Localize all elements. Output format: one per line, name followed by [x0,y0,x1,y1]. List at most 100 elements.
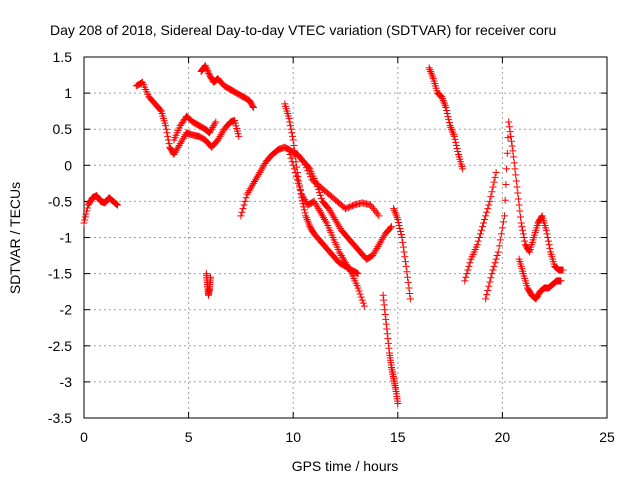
data-point [482,212,490,220]
data-point [405,284,413,292]
data-point [293,163,301,171]
data-point [298,197,306,205]
data-point [397,230,405,238]
data-point [311,199,319,207]
y-tick-label: 1 [64,85,72,101]
data-point [250,178,258,186]
data-point [332,217,340,225]
data-point [480,219,488,227]
data-point [542,226,550,234]
data-point [505,123,513,131]
data-point [485,201,493,209]
data-point [495,242,503,250]
data-point [447,125,455,133]
data-point [216,132,224,140]
data-point [301,209,309,217]
data-point [496,236,504,244]
data-point [464,266,472,274]
data-point [484,286,492,294]
data-point [510,153,518,161]
data-point [301,161,309,169]
data-point [512,177,520,185]
data-point [244,188,252,196]
data-point [451,135,459,143]
data-point [246,185,254,193]
data-point [305,221,313,229]
data-point [380,301,388,309]
data-point [210,122,218,130]
data-point [175,141,183,149]
data-point [335,248,343,256]
data-point [449,129,457,137]
data-point [463,270,471,278]
data-point [316,191,324,199]
data-point [204,68,212,76]
data-point [512,171,520,179]
data-point [427,69,435,77]
data-point [543,230,551,238]
data-point [474,237,482,245]
data-point [488,270,496,278]
data-point [396,224,404,232]
data-point [392,212,400,220]
data-point [322,217,330,225]
data-point [303,215,311,223]
data-point [438,95,446,103]
data-point [368,203,376,211]
data-point [489,266,497,274]
data-point [537,213,545,221]
data-point [302,214,310,222]
data-point [481,215,489,223]
data-point [403,268,411,276]
data-point [304,167,312,175]
y-tick-label: 0.5 [53,121,73,137]
data-point [207,127,215,135]
data-point [212,118,220,126]
data-point [334,221,342,229]
data-point [477,226,485,234]
data-point [177,138,185,146]
data-point [80,219,88,227]
data-point [203,65,211,73]
data-point [492,169,500,177]
data-point [293,169,301,177]
y-tick-label: -1.5 [48,266,72,282]
data-point [517,213,525,221]
data-point [339,255,347,263]
data-point [174,143,182,151]
data-point [394,218,402,226]
data-point [327,208,335,216]
data-point [288,129,296,137]
data-point [201,62,209,70]
data-point [209,123,217,131]
data-point [382,320,390,328]
data-point [290,141,298,149]
data-point [503,165,511,173]
data-point [519,226,527,234]
data-point [557,277,565,285]
data-point [442,104,450,112]
data-point [499,218,507,226]
data-point [367,201,375,209]
data-point [315,206,323,214]
data-point [452,138,460,146]
data-point [336,250,344,258]
data-point [178,136,186,144]
data-point [326,206,334,214]
data-point [83,204,91,212]
data-point [206,129,214,137]
data-point [507,132,515,140]
data-point [384,335,392,343]
data-point [163,129,171,137]
y-tick-label: 1.5 [53,49,73,65]
data-point [486,278,494,286]
data-point [81,216,89,224]
data-point [390,206,398,214]
data-point [465,262,473,270]
data-point [448,127,456,135]
data-point [312,201,320,209]
data-point [488,188,496,196]
data-point [491,259,499,267]
data-point [507,137,515,145]
data-point [515,201,523,209]
